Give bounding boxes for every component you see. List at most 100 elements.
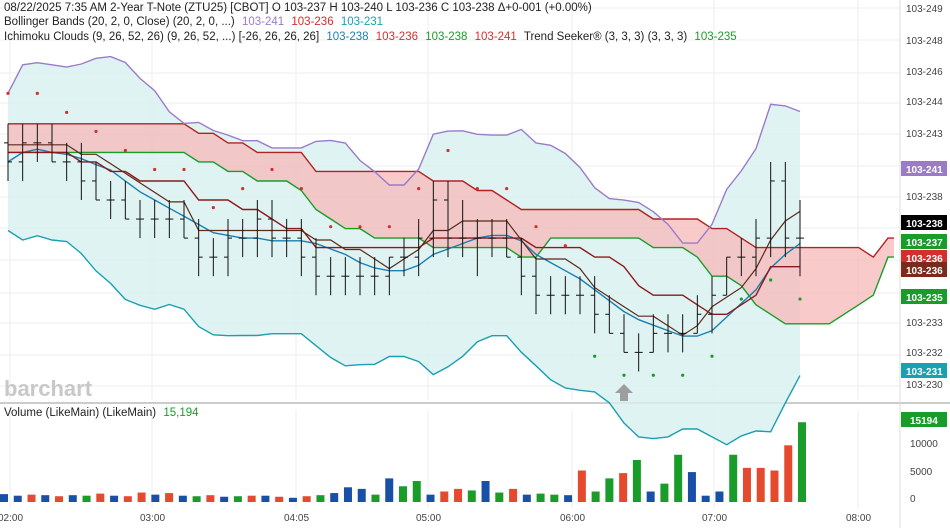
ohlc-bar	[502, 219, 511, 258]
volume-tag-label: 15194	[910, 416, 938, 427]
price-tag-box	[901, 262, 947, 277]
trend-seeker-dot	[123, 148, 127, 153]
ohlc-bar	[561, 276, 570, 315]
volume-bar	[96, 493, 105, 502]
volume-tag: 15194	[901, 412, 947, 427]
price-tick-label: 103-246	[906, 67, 943, 78]
ohlc-bar	[400, 238, 408, 277]
ohlc-bar	[136, 200, 144, 239]
ohlc-bar	[473, 219, 482, 277]
ichimoku-value-2: 103-236	[375, 31, 418, 43]
ohlc-bar	[180, 200, 188, 239]
ohlc-bar	[121, 180, 130, 220]
legend-ichimoku[interactable]: Ichimoku Clouds (9, 26, 52, 26) (9, 26, …	[4, 31, 741, 43]
price-tag-box	[901, 234, 947, 249]
price-tag: 103-231	[901, 363, 947, 378]
trend-seeker-dot	[270, 167, 274, 172]
volume-bar	[55, 496, 64, 502]
ohlc-bar	[590, 276, 599, 334]
trend-seeker-dot	[798, 297, 802, 301]
price-tag-label: 103-236	[906, 254, 943, 265]
volume-tick-label: 0	[910, 494, 916, 505]
trend-seeker-dot	[534, 225, 538, 229]
time-tick-label: 05:00	[416, 513, 441, 524]
trend-seeker-dot	[329, 225, 333, 229]
legend-bollinger[interactable]: Bollinger Bands (20, 2, 0, Close) (20, 2…	[4, 16, 387, 28]
ichimoku-value-1: 103-238	[326, 31, 369, 43]
ohlc-bar	[781, 161, 790, 258]
volume-bar	[798, 422, 806, 502]
ohlc-bar	[224, 219, 232, 277]
volume-bar	[41, 495, 50, 502]
volume-bar	[412, 481, 421, 502]
ohlc-bar	[444, 180, 452, 258]
ohlc-bar	[48, 123, 56, 163]
bollinger-upper-value: 103-241	[241, 16, 285, 28]
barchart-watermark: barchart	[4, 376, 93, 401]
ichimoku-cloud	[8, 123, 894, 324]
volume-bar	[454, 488, 463, 502]
price-tick-label: 103-249	[906, 4, 943, 15]
volume-bar	[564, 495, 573, 502]
trend-seeker-dot	[35, 91, 39, 95]
trend-seeker-value: 103-235	[694, 31, 737, 43]
ohlc-bar	[77, 142, 86, 200]
ichimoku-span-a	[8, 151, 894, 325]
ohlc-bar	[62, 142, 71, 181]
volume-bar	[385, 478, 394, 502]
volume-bar	[509, 488, 518, 502]
ohlc-bar	[282, 219, 291, 258]
trend-seeker-label: Trend Seeker® (3, 3, 3) (3, 3, 3)	[523, 31, 688, 43]
ohlc-bar	[370, 257, 379, 296]
instrument-header: 08/22/2025 7:35 AM 2-Year T-Note (ZTU25)…	[4, 2, 596, 14]
legend-volume[interactable]: Volume (LikeMain) (LikeMain) 15,194	[4, 407, 203, 419]
volume-bar	[110, 495, 119, 502]
volume-bar	[770, 470, 779, 502]
volume-bar	[550, 494, 559, 502]
ohlc-bar	[546, 276, 555, 315]
volume-bar	[275, 496, 284, 502]
volume-bar	[495, 492, 504, 502]
volume-bar	[756, 467, 765, 502]
trend-seeker-dot	[622, 373, 626, 377]
ohlc-bar	[678, 314, 687, 353]
ichimoku-value-4: 103-241	[474, 31, 517, 43]
price-tick-label: 103-232	[906, 348, 943, 359]
ohlc-bar	[605, 295, 614, 334]
ohlc-bar	[737, 238, 746, 277]
price-tick-label: 103-230	[906, 380, 943, 391]
bollinger-lower	[7, 229, 801, 446]
volume-bar	[247, 495, 256, 502]
ohlc-bar	[458, 200, 467, 258]
volume-value: 15,194	[163, 407, 199, 419]
volume-bar	[371, 494, 380, 502]
ohlc-bar	[4, 123, 12, 181]
ohlc-bar	[576, 276, 584, 315]
volume-tick-label: 10000	[910, 439, 938, 450]
ohlc-bar	[165, 200, 174, 239]
volume-bar	[784, 445, 793, 502]
ohlc-bar	[429, 180, 438, 258]
trend-seeker-dot	[65, 110, 69, 114]
price-tag: 103-241	[901, 161, 947, 176]
ohlc-bar	[488, 219, 496, 258]
ohlc-bar	[766, 161, 775, 258]
volume-bar	[646, 491, 655, 502]
volume-bar	[178, 495, 187, 502]
ohlc-bar	[194, 219, 203, 277]
volume-bar	[261, 495, 270, 502]
trend-seeker-dot	[6, 91, 10, 95]
ohlc-bar	[238, 219, 247, 258]
volume-bar	[137, 492, 146, 502]
volume-bar	[123, 496, 132, 502]
price-tag-box	[901, 215, 947, 230]
volume-bar	[27, 494, 36, 502]
volume-bar	[729, 454, 738, 502]
price-tag-label: 103-241	[906, 165, 943, 176]
ohlc-bar	[796, 200, 804, 277]
volume-bar	[522, 494, 531, 502]
volume-bar	[330, 493, 339, 502]
trend-seeker-dot	[651, 373, 655, 377]
volume-bar	[357, 488, 366, 502]
